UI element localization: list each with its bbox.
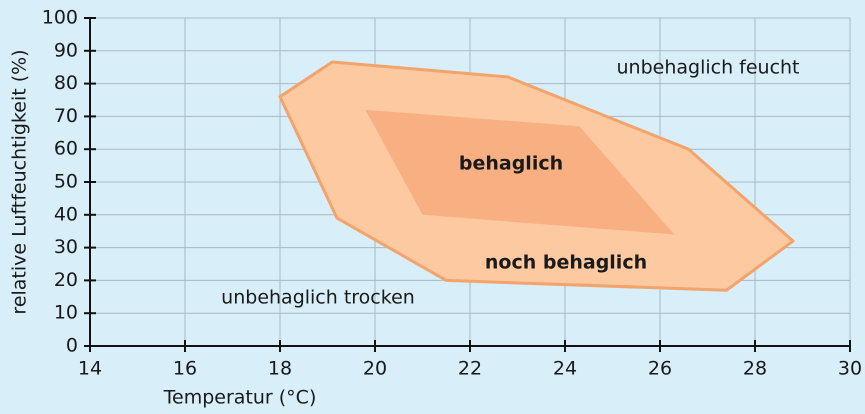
y-tick-label: 0 [66, 335, 78, 357]
x-tick-label: 22 [458, 358, 482, 380]
x-tick-label: 14 [78, 358, 102, 380]
region-label: behaglich [459, 153, 563, 175]
x-tick-label: 26 [648, 358, 672, 380]
y-tick-label: 100 [42, 7, 78, 29]
y-tick-label: 30 [54, 236, 78, 258]
y-tick-label: 80 [54, 72, 78, 94]
x-tick-label: 30 [838, 358, 862, 380]
x-tick-label: 18 [268, 358, 292, 380]
x-axis-label: Temperatur (°C) [163, 387, 317, 409]
x-tick-label: 28 [743, 358, 767, 380]
region-label: noch behaglich [485, 252, 647, 274]
x-tick-label: 24 [553, 358, 577, 380]
y-tick-label: 20 [54, 269, 78, 291]
y-tick-label: 10 [54, 302, 78, 324]
y-axis-label: relative Luftfeuchtigkeit (%) [9, 49, 31, 314]
y-tick-label: 70 [54, 105, 78, 127]
x-tick-label: 16 [173, 358, 197, 380]
y-tick-label: 60 [54, 138, 78, 160]
y-tick-label: 40 [54, 203, 78, 225]
y-tick-label: 50 [54, 171, 78, 193]
annotation: unbehaglich feucht [616, 57, 799, 79]
region [365, 109, 675, 235]
x-tick-label: 20 [363, 358, 387, 380]
y-tick-label: 90 [54, 39, 78, 61]
annotation: unbehaglich trocken [221, 287, 415, 309]
